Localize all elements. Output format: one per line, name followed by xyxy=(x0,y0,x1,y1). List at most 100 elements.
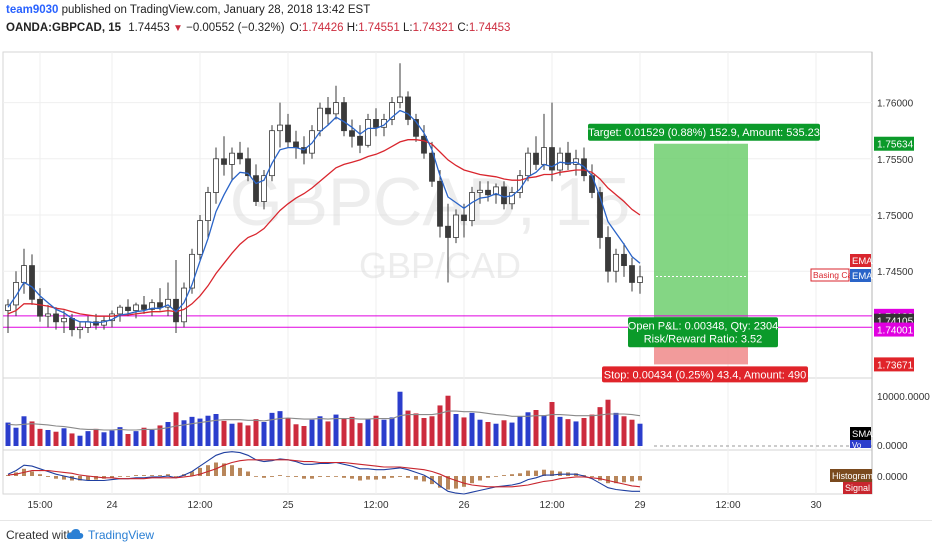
ema-slow-tag-text: EMA xyxy=(852,256,873,267)
candle-body xyxy=(237,152,243,160)
macd-histogram-bar xyxy=(494,476,498,477)
publish-line: team9030 published on TradingView.com, J… xyxy=(6,4,370,16)
target-badge[interactable] xyxy=(588,123,820,141)
price-tick-label: 1.74500 xyxy=(877,267,914,278)
candle-body xyxy=(365,119,371,146)
macd-histogram-bar xyxy=(534,470,538,476)
stop-badge[interactable] xyxy=(602,366,808,383)
signal-tag xyxy=(843,482,872,494)
time-tick-label: 15:00 xyxy=(27,500,52,511)
candle-body xyxy=(269,130,275,177)
tradingview-link[interactable]: TradingView xyxy=(88,528,155,542)
volume-bar xyxy=(333,414,339,446)
macd-histogram-bar xyxy=(230,465,234,476)
candle-body xyxy=(629,265,635,283)
volume-bar xyxy=(373,415,379,446)
volume-bar xyxy=(285,418,291,446)
macd-histogram-bar xyxy=(350,476,354,479)
volume-bar xyxy=(165,422,171,446)
volume-bar xyxy=(53,431,59,446)
candle-body xyxy=(341,102,347,132)
candle-body xyxy=(293,141,299,148)
volume-bar xyxy=(245,425,251,446)
stop-price-text: 1.73671 xyxy=(877,360,914,371)
symbol-label[interactable]: OANDA:GBPCAD, 15 xyxy=(6,22,122,34)
candle-body xyxy=(213,158,219,193)
macd-histogram-bar xyxy=(438,476,442,488)
candle-body xyxy=(509,192,515,205)
volume-bar xyxy=(597,407,603,446)
volume-bar xyxy=(61,428,67,446)
macd-signal-line xyxy=(7,459,641,488)
macd-histogram-bar xyxy=(254,476,258,477)
candle-body xyxy=(373,119,379,128)
macd-histogram-bar xyxy=(198,467,202,476)
volume-bar xyxy=(213,414,219,446)
volume-bar xyxy=(589,414,595,446)
footer-bar: Created with TradingView xyxy=(0,520,932,551)
volume-bar xyxy=(189,416,195,446)
target-badge-text: Target: 0.01529 (0.88%) 152.9, Amount: 5… xyxy=(588,127,820,139)
macd-histogram-bar xyxy=(638,476,642,481)
volume-bar xyxy=(629,419,635,446)
price-change: −0.00552 (−0.32%) xyxy=(186,22,285,34)
volume-bar xyxy=(421,418,427,446)
ema-fast-tag-text: EMA xyxy=(852,271,873,282)
macd-zero-tick: 0.0000 xyxy=(877,472,908,483)
time-tick-label: 25 xyxy=(282,500,294,511)
macd-histogram-bar xyxy=(510,474,514,476)
volume-bar xyxy=(253,419,259,446)
candle-body xyxy=(445,225,451,238)
volume-sma-line xyxy=(7,410,641,431)
candle-body xyxy=(357,135,363,146)
volume-top-tick: 10000.0000 xyxy=(877,392,930,403)
ema-fast-tag xyxy=(850,269,871,282)
volume-bar xyxy=(565,419,571,446)
candle-body xyxy=(189,253,195,289)
volume-bar xyxy=(205,415,211,446)
volume-bar xyxy=(261,422,267,446)
pnl-badge[interactable] xyxy=(628,317,778,348)
candle-body xyxy=(197,220,203,255)
macd-histogram-bar xyxy=(326,476,330,477)
candle-body xyxy=(613,253,619,272)
position-zones xyxy=(648,143,748,365)
volume-bar xyxy=(45,430,51,446)
chart-header: team9030 published on TradingView.com, J… xyxy=(0,0,932,40)
volume-bar xyxy=(533,410,539,446)
macd-histogram-bar xyxy=(478,476,482,481)
volume-bar xyxy=(13,427,19,446)
candle-body xyxy=(501,186,507,205)
down-arrow-icon: ▼ xyxy=(173,23,183,34)
candle-body xyxy=(397,96,403,103)
volume-bar xyxy=(477,419,483,446)
candle-body xyxy=(109,313,115,322)
macd-histogram-bar xyxy=(142,475,146,476)
sma-tag-text: SMA xyxy=(852,429,873,440)
candle-body xyxy=(37,298,43,317)
chart-canvas[interactable]: GBPCAD, 15 GBP/CAD 1.745001.750001.75500… xyxy=(0,40,932,520)
volume-bar xyxy=(317,416,323,446)
pnl-badge-text: Open P&L: 0.00348, Qty: 2304 xyxy=(628,320,778,332)
macd-histogram-bar xyxy=(414,476,418,480)
created-with-text: Created with xyxy=(6,528,74,542)
macd-histogram-bar xyxy=(206,465,210,476)
volume-bar xyxy=(389,417,395,446)
author-link[interactable]: team9030 xyxy=(6,4,59,16)
macd-line xyxy=(7,451,640,495)
candle-body xyxy=(493,186,499,196)
volume-tags: 10000.0000 SMA Vo 0.0000 xyxy=(850,392,930,452)
volume-bar xyxy=(301,426,307,446)
macd-histogram-bar xyxy=(486,476,490,478)
position-labels: Target: 0.01529 (0.88%) 152.9, Amount: 5… xyxy=(588,123,820,383)
volume-bar xyxy=(229,423,235,446)
candle-body xyxy=(157,302,163,308)
sma-tag xyxy=(850,427,871,440)
candle-body xyxy=(405,96,411,120)
candle-body xyxy=(453,214,459,238)
volume-bar xyxy=(237,422,243,446)
candle-body xyxy=(525,152,531,177)
volume-bar xyxy=(197,418,203,446)
candle-body xyxy=(461,214,467,222)
candles xyxy=(5,63,643,339)
